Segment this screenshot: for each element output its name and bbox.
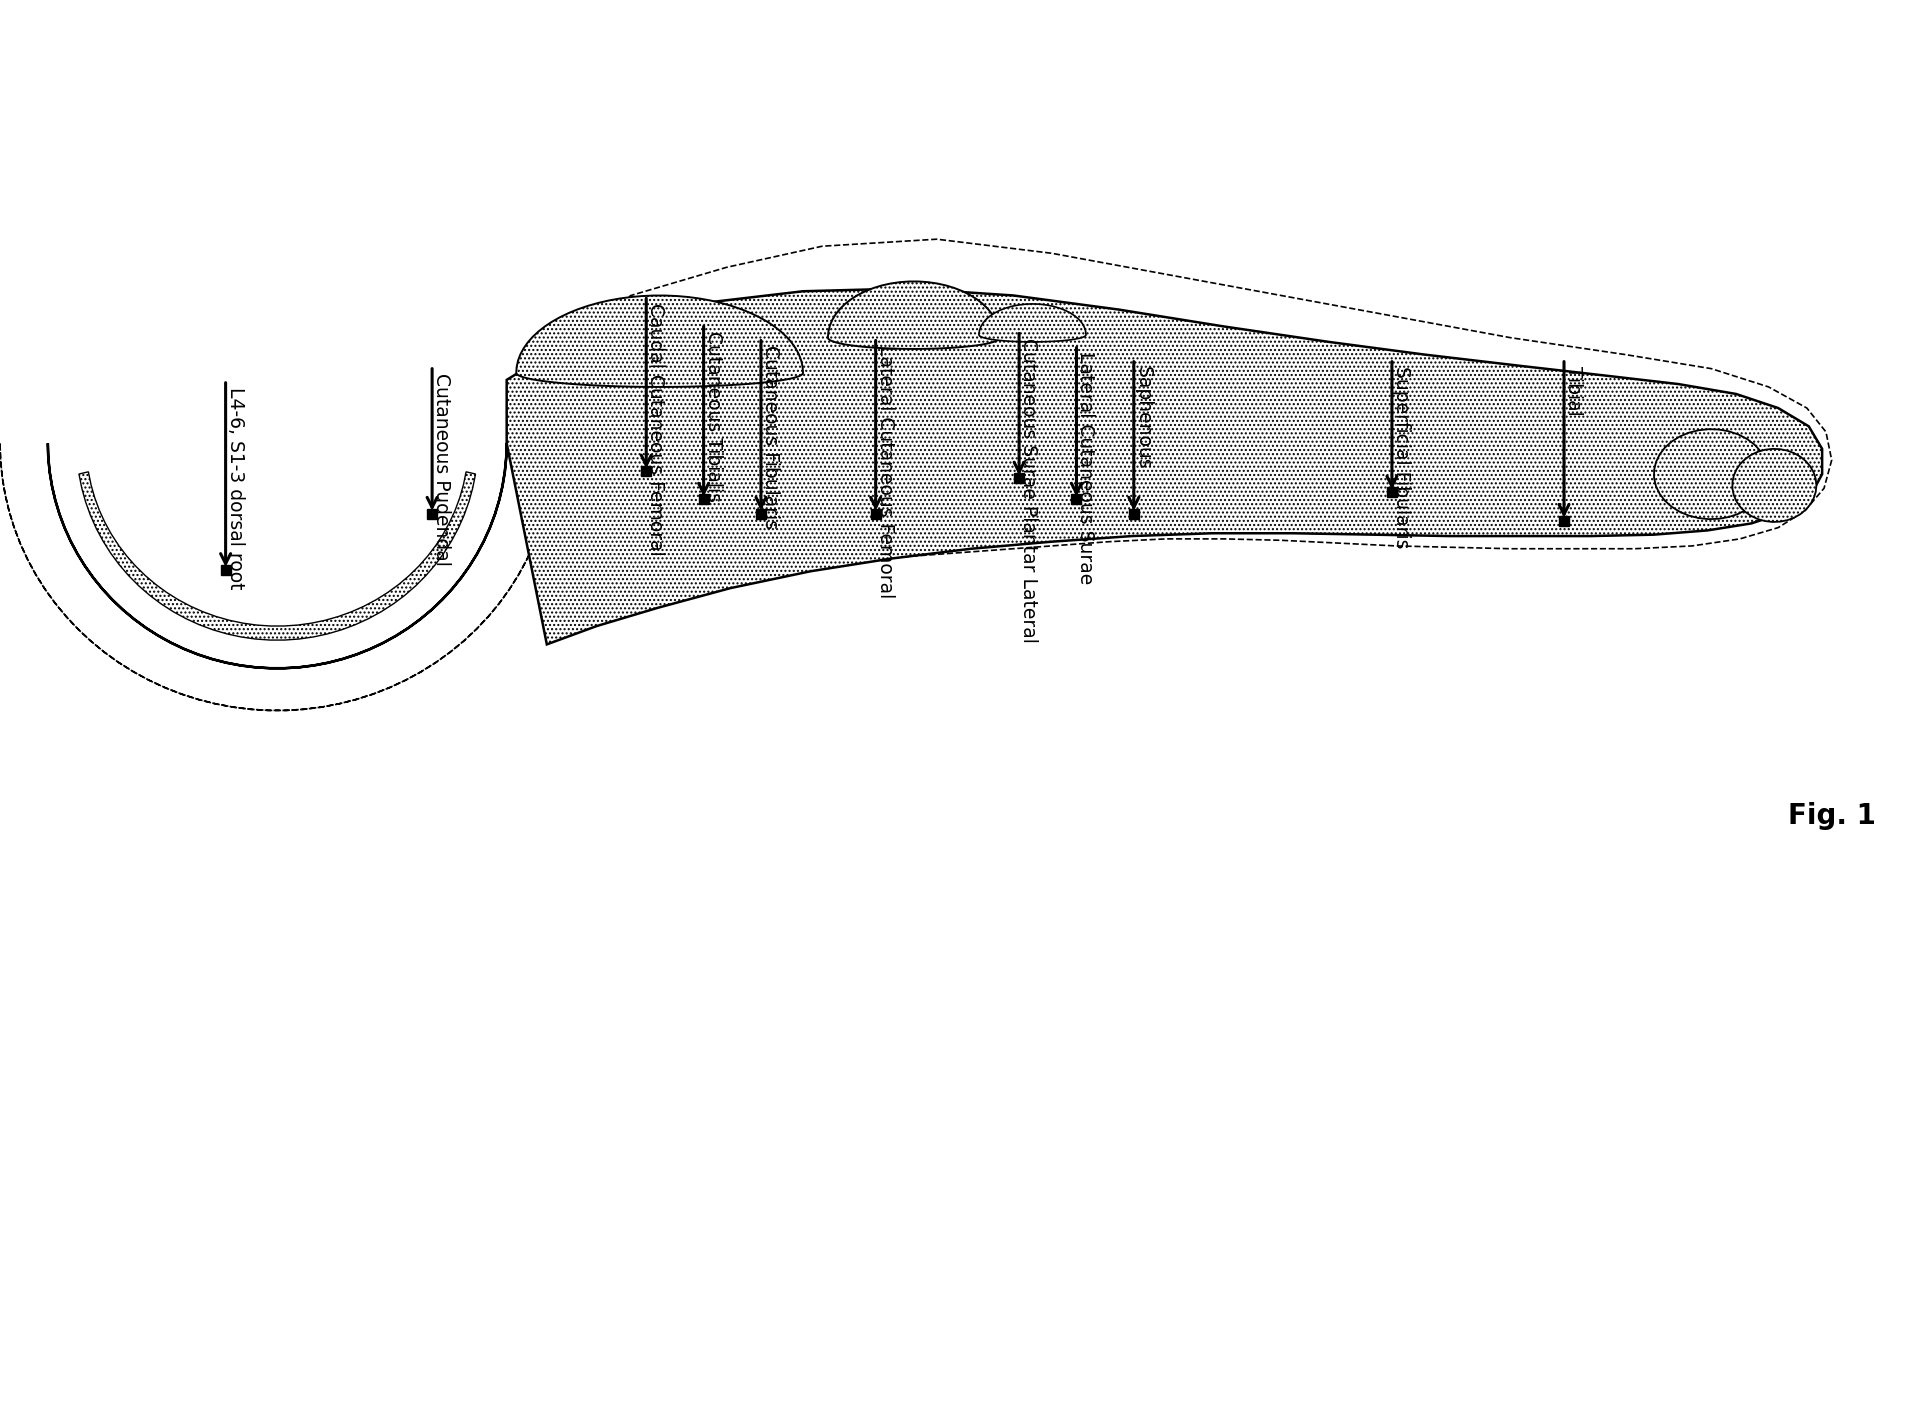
Polygon shape [1732,449,1816,522]
Text: Saphenous: Saphenous [1134,366,1153,470]
Text: L4-6, S1-3 dorsal root: L4-6, S1-3 dorsal root [226,387,245,590]
Text: Fig. 1: Fig. 1 [1788,802,1876,830]
Polygon shape [828,281,1000,349]
Polygon shape [78,471,476,640]
Polygon shape [48,288,1822,668]
Text: Cutaneous Fibularis: Cutaneous Fibularis [761,345,780,529]
Text: Cutaneous Pudendal: Cutaneous Pudendal [432,373,451,566]
Polygon shape [979,304,1086,342]
Text: Cutaneous Tibialis: Cutaneous Tibialis [704,331,723,502]
Text: Caudal Cutaneous Femoral: Caudal Cutaneous Femoral [646,303,665,556]
Text: Lateral Cutaneous Femoral: Lateral Cutaneous Femoral [876,345,895,598]
Text: Tibial: Tibial [1564,366,1583,415]
Polygon shape [1654,429,1769,519]
Text: Cutaneous Surae Plantar Lateral: Cutaneous Surae Plantar Lateral [1019,338,1038,643]
Polygon shape [516,295,803,387]
Text: Lateral Cutaneous Surae: Lateral Cutaneous Surae [1076,352,1096,584]
Text: Superficial Fibularis: Superficial Fibularis [1392,366,1411,549]
